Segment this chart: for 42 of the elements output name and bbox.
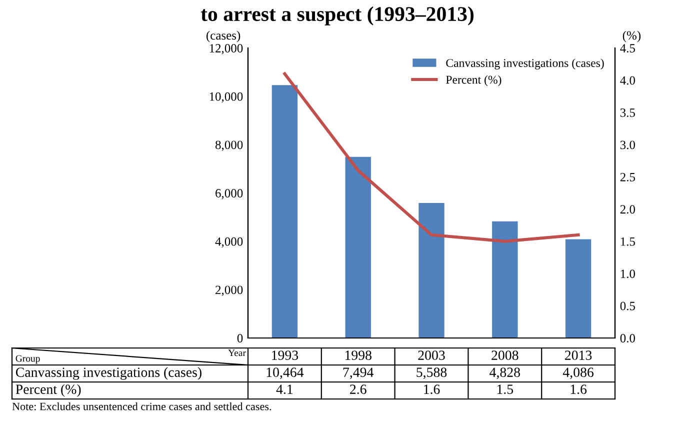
- data-label: 2.6: [350, 384, 366, 394]
- x-tick-label: 2008: [492, 350, 518, 360]
- text: Year: [228, 350, 246, 356]
- y-tick-label: 6,000: [216, 189, 243, 200]
- y2-tick-label: 3.5: [620, 108, 635, 117]
- y2-tick-label: 0.0: [620, 334, 636, 343]
- y2-axis-title: (%): [622, 30, 641, 42]
- legend-label: Percent (%): [446, 75, 502, 86]
- text: Note: Excludes unsentenced crime cases and settled cases.: [12, 402, 272, 410]
- text: Group: [16, 355, 40, 364]
- y-tick-label: 8,000: [215, 140, 243, 151]
- y2-tick-label: 4.5: [620, 44, 635, 53]
- data-label: 1.6: [570, 384, 587, 394]
- y2-tick-label: 2.0: [620, 205, 636, 214]
- y2-tick-label: 0.5: [620, 302, 635, 310]
- y-tick-label: 12,000: [210, 44, 243, 54]
- y2-tick-label: 1.5: [620, 237, 635, 246]
- data-label: 1.5: [497, 384, 514, 394]
- data-label: 4,086: [562, 368, 594, 379]
- data-label: 4.1: [276, 384, 293, 394]
- y-tick-label: 10,000: [210, 92, 243, 103]
- y-tick-label: 0: [237, 334, 243, 342]
- data-label: 7,494: [343, 368, 374, 379]
- y-tick-label: 4,000: [215, 237, 243, 248]
- x-tick-label: 2003: [418, 350, 445, 360]
- y2-tick-label: 2.5: [620, 172, 635, 182]
- data-label: 4,828: [490, 368, 520, 379]
- y2-tick-label: 4.0: [620, 76, 636, 85]
- text: Canvassing investigations (cases): [16, 367, 202, 380]
- x-tick-label: 1993: [272, 350, 298, 360]
- data-label: 5,588: [416, 368, 447, 379]
- y2-tick-label: 1.0: [620, 270, 636, 278]
- x-tick-label: 1998: [345, 350, 372, 360]
- x-tick-label: 2013: [565, 350, 592, 360]
- text: Percent (%): [16, 384, 81, 397]
- chart-title: to arrest a suspect (1993–2013): [200, 6, 474, 26]
- data-label: 1.6: [424, 384, 440, 394]
- legend-label: Canvassing investigations (cases): [446, 58, 604, 70]
- y-tick-label: 2,000: [216, 286, 243, 296]
- data-label: 10,464: [266, 368, 304, 379]
- y-axis-title: (cases): [206, 30, 240, 42]
- y2-tick-label: 3.0: [620, 140, 636, 150]
